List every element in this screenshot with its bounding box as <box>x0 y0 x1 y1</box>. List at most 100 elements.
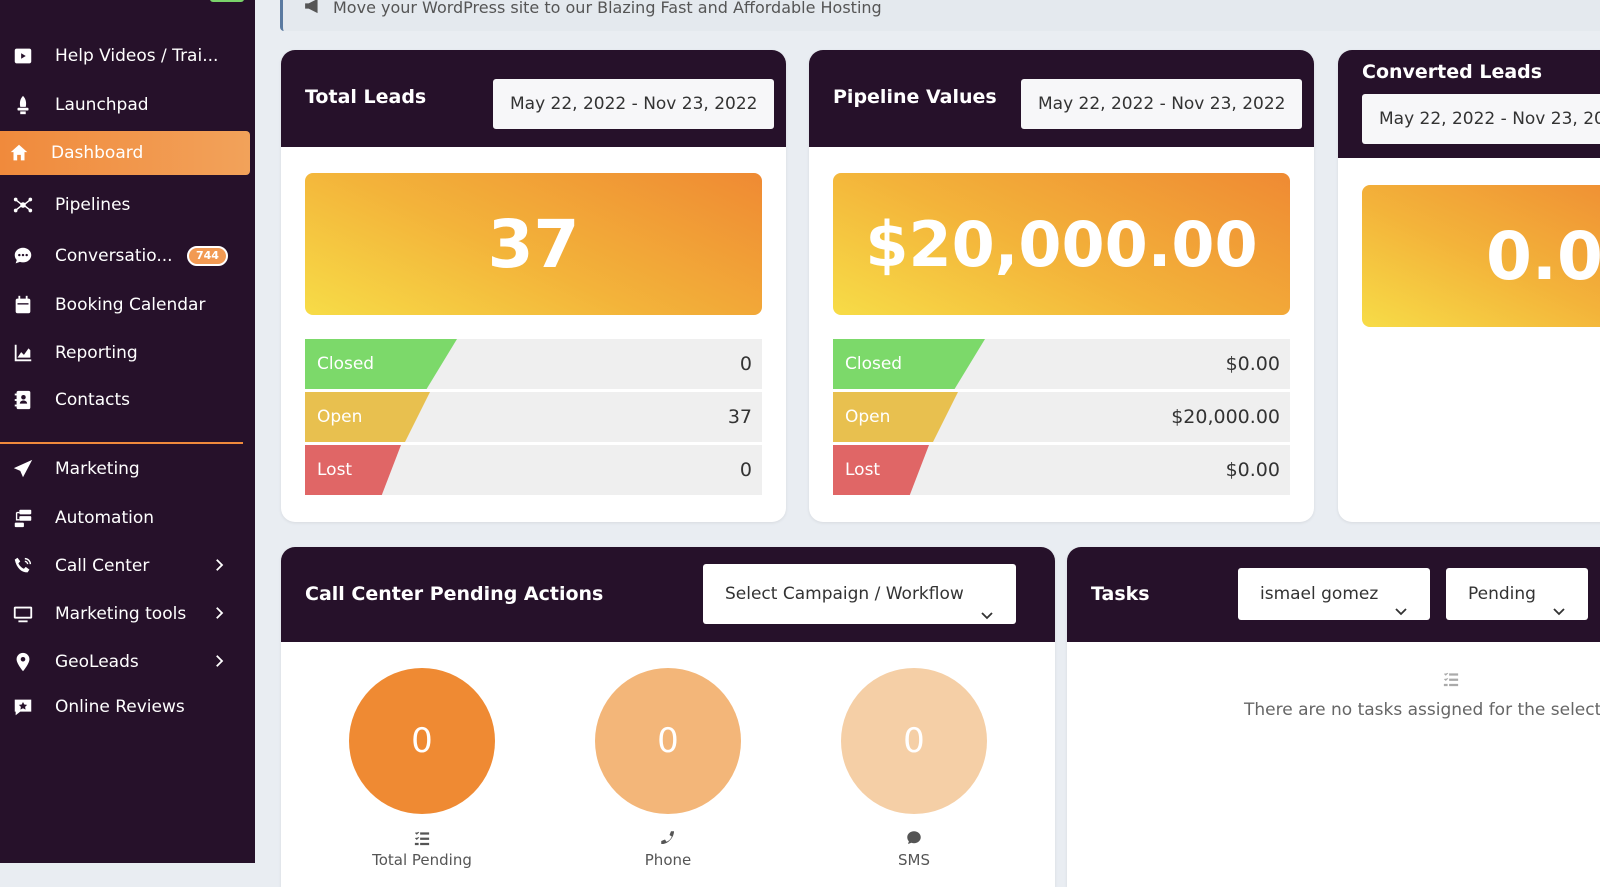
sidebar-divider <box>0 442 243 444</box>
sidebar-item-label: Marketing tools <box>55 604 187 624</box>
sidebar-item-label: Automation <box>55 508 155 528</box>
task-list-icon <box>1442 670 1468 692</box>
call-center-card: Call Center Pending Actions Select Campa… <box>281 547 1055 887</box>
card-header: Total Leads May 22, 2022 - Nov 23, 2022 <box>281 50 786 147</box>
closed-row: Closed $0.00 <box>833 339 1290 389</box>
sidebar-item-label: Contacts <box>55 390 130 410</box>
chart-icon <box>10 340 36 366</box>
monitor-icon <box>10 601 36 627</box>
sidebar-top-indicator <box>210 0 244 2</box>
map-pin-icon <box>10 649 36 675</box>
open-label: Open <box>305 392 430 442</box>
sidebar-item-launchpad[interactable]: Launchpad <box>0 83 250 127</box>
card-header: Converted Leads May 22, 2022 - Nov 23, 2… <box>1338 50 1600 158</box>
lost-label: Lost <box>833 445 929 495</box>
sidebar-item-conversations[interactable]: Conversatio... 744 <box>0 234 250 278</box>
card-header: Call Center Pending Actions Select Campa… <box>281 547 1055 642</box>
automation-icon <box>10 505 36 531</box>
chevron-right-icon[interactable] <box>210 652 230 672</box>
chat-icon <box>10 243 36 269</box>
campaign-workflow-select[interactable]: Select Campaign / Workflow <box>703 564 1016 624</box>
sidebar-item-reporting[interactable]: Reporting <box>0 331 250 375</box>
lost-value: $0.00 <box>1225 459 1280 481</box>
sidebar-item-booking-calendar[interactable]: Booking Calendar <box>0 283 250 327</box>
paper-plane-icon <box>10 456 36 482</box>
phone-volume-icon <box>10 553 36 579</box>
sidebar-item-help-videos[interactable]: Help Videos / Trai... <box>0 34 250 78</box>
sidebar-item-label: Dashboard <box>51 143 144 163</box>
megaphone-icon <box>303 0 325 14</box>
date-range-picker[interactable]: May 22, 2022 - Nov 23, 2022 <box>493 79 775 129</box>
card-header: Tasks ismael gomez Pending <box>1067 547 1600 642</box>
task-list-icon <box>413 829 431 847</box>
total-pending-circle: 0 <box>349 668 495 814</box>
chevron-right-icon[interactable] <box>210 604 230 624</box>
total-leads-value: 37 <box>305 173 762 315</box>
sidebar: Help Videos / Trai... Launchpad Dashboar… <box>0 0 255 863</box>
lost-row: Lost 0 <box>305 445 762 495</box>
sidebar-item-marketing[interactable]: Marketing <box>0 447 250 491</box>
open-label: Open <box>833 392 958 442</box>
card-title: Total Leads <box>305 86 427 108</box>
sidebar-item-contacts[interactable]: Contacts <box>0 378 250 422</box>
chevron-right-icon[interactable] <box>210 556 230 576</box>
sidebar-item-dashboard[interactable]: Dashboard <box>0 131 250 175</box>
status-select[interactable]: Pending <box>1446 568 1588 620</box>
closed-value: $0.00 <box>1225 353 1280 375</box>
lost-value: 0 <box>739 459 752 481</box>
empty-tasks-message: There are no tasks assigned for the sele… <box>1244 700 1600 720</box>
sms-circle: 0 <box>841 668 987 814</box>
sidebar-item-label: Reporting <box>55 343 138 363</box>
unread-count-badge: 744 <box>187 246 228 266</box>
tasks-card: Tasks ismael gomez Pending There are no … <box>1067 547 1600 887</box>
sidebar-item-call-center[interactable]: Call Center <box>0 544 250 588</box>
chevron-down-icon <box>980 587 994 620</box>
promo-banner[interactable]: Move your WordPress site to our Blazing … <box>280 0 1600 31</box>
pipelines-icon <box>10 192 36 218</box>
converted-leads-value: 0.00 <box>1362 185 1600 327</box>
banner-text: Move your WordPress site to our Blazing … <box>333 0 882 17</box>
sidebar-item-label: Conversatio... <box>55 246 173 266</box>
phone-icon <box>659 829 677 847</box>
sms-icon <box>905 829 923 847</box>
chevron-down-icon <box>1394 587 1408 616</box>
sidebar-item-label: Call Center <box>55 556 150 576</box>
closed-label: Closed <box>833 339 985 389</box>
sidebar-item-label: Online Reviews <box>55 697 185 717</box>
chevron-down-icon <box>1552 587 1566 616</box>
status-value: Pending <box>1468 584 1536 604</box>
sidebar-item-label: Launchpad <box>55 95 149 115</box>
review-star-icon <box>10 694 36 720</box>
card-title: Tasks <box>1091 583 1150 605</box>
sms-label: SMS <box>898 851 930 869</box>
assignee-select[interactable]: ismael gomez <box>1238 568 1431 620</box>
pipeline-values-card: Pipeline Values May 22, 2022 - Nov 23, 2… <box>809 50 1314 522</box>
card-title: Pipeline Values <box>833 86 997 108</box>
total-pending-label: Total Pending <box>372 851 472 869</box>
total-leads-card: Total Leads May 22, 2022 - Nov 23, 2022 … <box>281 50 786 522</box>
pipeline-value: $20,000.00 <box>833 173 1290 315</box>
youtube-icon <box>10 43 36 69</box>
date-range-picker[interactable]: May 22, 2022 - Nov 23, 2022 <box>1362 94 1600 144</box>
lost-row: Lost $0.00 <box>833 445 1290 495</box>
home-icon <box>6 140 32 166</box>
contacts-icon <box>10 387 36 413</box>
sidebar-item-label: GeoLeads <box>55 652 139 672</box>
closed-value: 0 <box>739 353 752 375</box>
closed-label: Closed <box>305 339 457 389</box>
card-title: Call Center Pending Actions <box>305 583 604 605</box>
phone-label: Phone <box>644 851 692 869</box>
card-header: Pipeline Values May 22, 2022 - Nov 23, 2… <box>809 50 1314 147</box>
sidebar-item-marketing-tools[interactable]: Marketing tools <box>0 592 250 636</box>
sidebar-item-geoleads[interactable]: GeoLeads <box>0 640 250 684</box>
sidebar-item-automation[interactable]: Automation <box>0 496 250 540</box>
card-title: Converted Leads <box>1362 61 1543 83</box>
converted-leads-card: Converted Leads May 22, 2022 - Nov 23, 2… <box>1338 50 1600 522</box>
closed-row: Closed 0 <box>305 339 762 389</box>
sidebar-item-pipelines[interactable]: Pipelines <box>0 183 250 227</box>
open-value: 37 <box>727 406 752 428</box>
date-range-picker[interactable]: May 22, 2022 - Nov 23, 2022 <box>1021 79 1303 129</box>
sidebar-item-online-reviews[interactable]: Online Reviews <box>0 685 250 729</box>
open-row: Open $20,000.00 <box>833 392 1290 442</box>
calendar-icon <box>10 292 36 318</box>
